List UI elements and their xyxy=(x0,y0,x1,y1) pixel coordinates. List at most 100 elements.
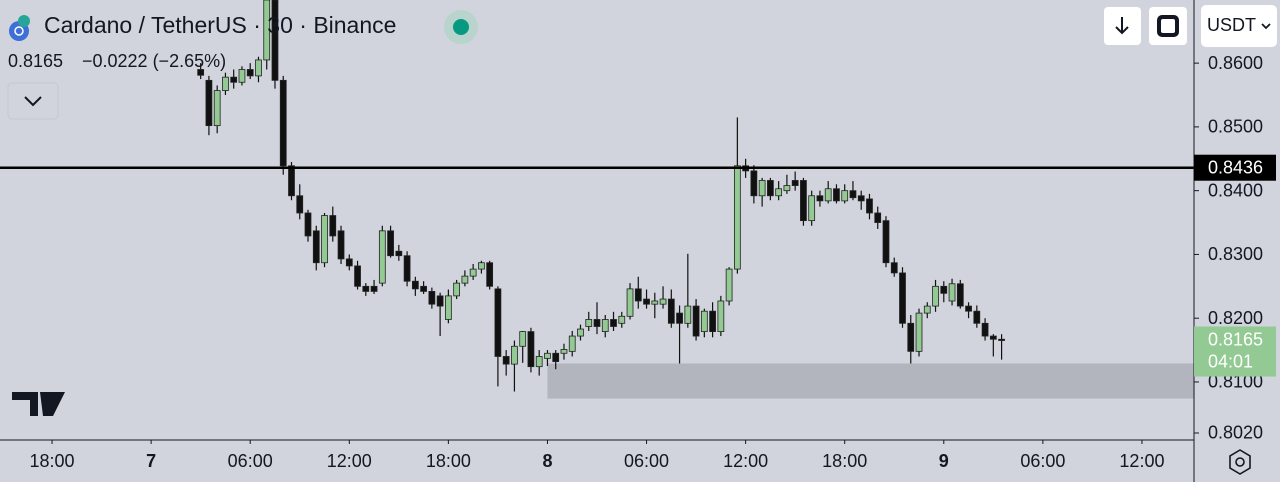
status-dot xyxy=(453,19,469,35)
candle-body xyxy=(329,215,337,237)
candle-body xyxy=(643,298,650,305)
candle-body xyxy=(816,195,824,202)
candle-body xyxy=(667,298,675,324)
candle-body xyxy=(544,352,551,359)
candle-body xyxy=(552,352,560,362)
candle-body xyxy=(271,0,279,81)
candle-body xyxy=(469,268,477,277)
candle-body xyxy=(932,285,939,307)
current-price-tag xyxy=(1194,326,1276,377)
candle-body xyxy=(263,0,271,61)
logo xyxy=(12,392,65,416)
currency-label: USDT xyxy=(1207,15,1256,35)
current-price-label: 0.8165 xyxy=(1208,329,1263,349)
candle-body xyxy=(626,288,634,317)
candle-body xyxy=(238,69,246,83)
candle-body xyxy=(279,79,287,167)
logo-dot xyxy=(41,394,49,402)
candle-body xyxy=(800,180,807,222)
x-tick-label: 18:00 xyxy=(30,451,75,471)
chart-title: Cardano / TetherUS · 30 · Binance xyxy=(44,12,396,38)
candle-body xyxy=(601,319,609,332)
candle-body xyxy=(808,195,816,222)
candle-body xyxy=(205,79,213,127)
candle-body xyxy=(767,180,774,197)
candle-body xyxy=(857,195,865,202)
candle-body xyxy=(428,291,436,305)
candle-body xyxy=(255,59,262,77)
x-tick-label: 12:00 xyxy=(723,451,768,471)
price-line-tag xyxy=(1194,154,1276,181)
settings-icon[interactable] xyxy=(1229,449,1251,475)
candle-body xyxy=(659,298,667,305)
candle-body xyxy=(791,180,799,186)
candle-body xyxy=(758,180,766,197)
candle-body xyxy=(874,212,882,223)
candle-body xyxy=(519,331,527,347)
candle-body xyxy=(923,305,931,314)
y-tick-label: 0.8400 xyxy=(1208,180,1263,200)
overlay: Cardano / TetherUS · 30 · Binance 0.8165… xyxy=(7,5,1277,475)
x-tick-label: 12:00 xyxy=(1119,451,1164,471)
candle-body xyxy=(833,188,840,202)
x-tick-label: 06:00 xyxy=(228,451,273,471)
candle-body xyxy=(775,188,783,197)
currency-caret xyxy=(1261,23,1271,30)
candle-body xyxy=(989,335,997,340)
candle-body xyxy=(494,288,502,357)
candle-body xyxy=(866,198,873,214)
candle-body xyxy=(395,250,403,257)
pair-icon xyxy=(18,15,30,27)
candle-body xyxy=(651,300,659,305)
collapse-icon xyxy=(24,96,42,107)
candle-body xyxy=(684,305,692,324)
candle-body xyxy=(824,188,832,202)
candle-body xyxy=(750,170,758,197)
candle-body xyxy=(420,285,427,292)
candle-body xyxy=(956,283,964,307)
candle-body xyxy=(577,328,584,337)
candle-body xyxy=(981,322,989,337)
candle-body xyxy=(230,76,238,83)
candle-body xyxy=(502,356,510,365)
candle-body xyxy=(411,280,419,290)
candle-body xyxy=(940,285,948,294)
candle-body xyxy=(998,338,1005,341)
x-tick-label: 9 xyxy=(939,451,949,471)
candle-body xyxy=(560,349,568,354)
candle-body xyxy=(725,268,733,302)
candle-body xyxy=(709,310,716,332)
candle-body xyxy=(717,300,725,332)
collapse-button[interactable] xyxy=(7,82,59,120)
candle-body xyxy=(511,345,518,365)
candle-body xyxy=(915,312,923,352)
candle-body xyxy=(676,312,683,324)
candle-body xyxy=(882,220,890,264)
candle-body xyxy=(296,195,304,214)
y-tick-label: 0.8500 xyxy=(1208,117,1263,137)
candle-body xyxy=(733,165,741,270)
candle-body xyxy=(973,310,981,324)
candle-body xyxy=(692,305,700,337)
y-tick-label: 0.8200 xyxy=(1208,308,1263,328)
candle-body xyxy=(965,305,972,312)
x-tick-label: 8 xyxy=(542,451,552,471)
header-price: 0.8165 xyxy=(8,51,63,71)
currency-button[interactable] xyxy=(1201,5,1277,47)
candle-body xyxy=(700,310,708,332)
candle-body xyxy=(907,322,915,352)
candle-body xyxy=(222,76,229,91)
candle-body xyxy=(890,262,898,274)
candle-body xyxy=(445,295,452,320)
download-icon xyxy=(1115,17,1129,35)
candle-body xyxy=(527,331,535,368)
candle-body xyxy=(593,319,601,327)
axes: 0.8600 0.8500 0.8400 0.8300 0.8200 0.8100 0.80… xyxy=(30,53,1276,471)
candle-body xyxy=(345,258,353,267)
candle-body xyxy=(288,165,295,197)
candle-body xyxy=(403,255,411,282)
candle-body xyxy=(899,272,906,324)
x-tick-label: 18:00 xyxy=(426,451,471,471)
